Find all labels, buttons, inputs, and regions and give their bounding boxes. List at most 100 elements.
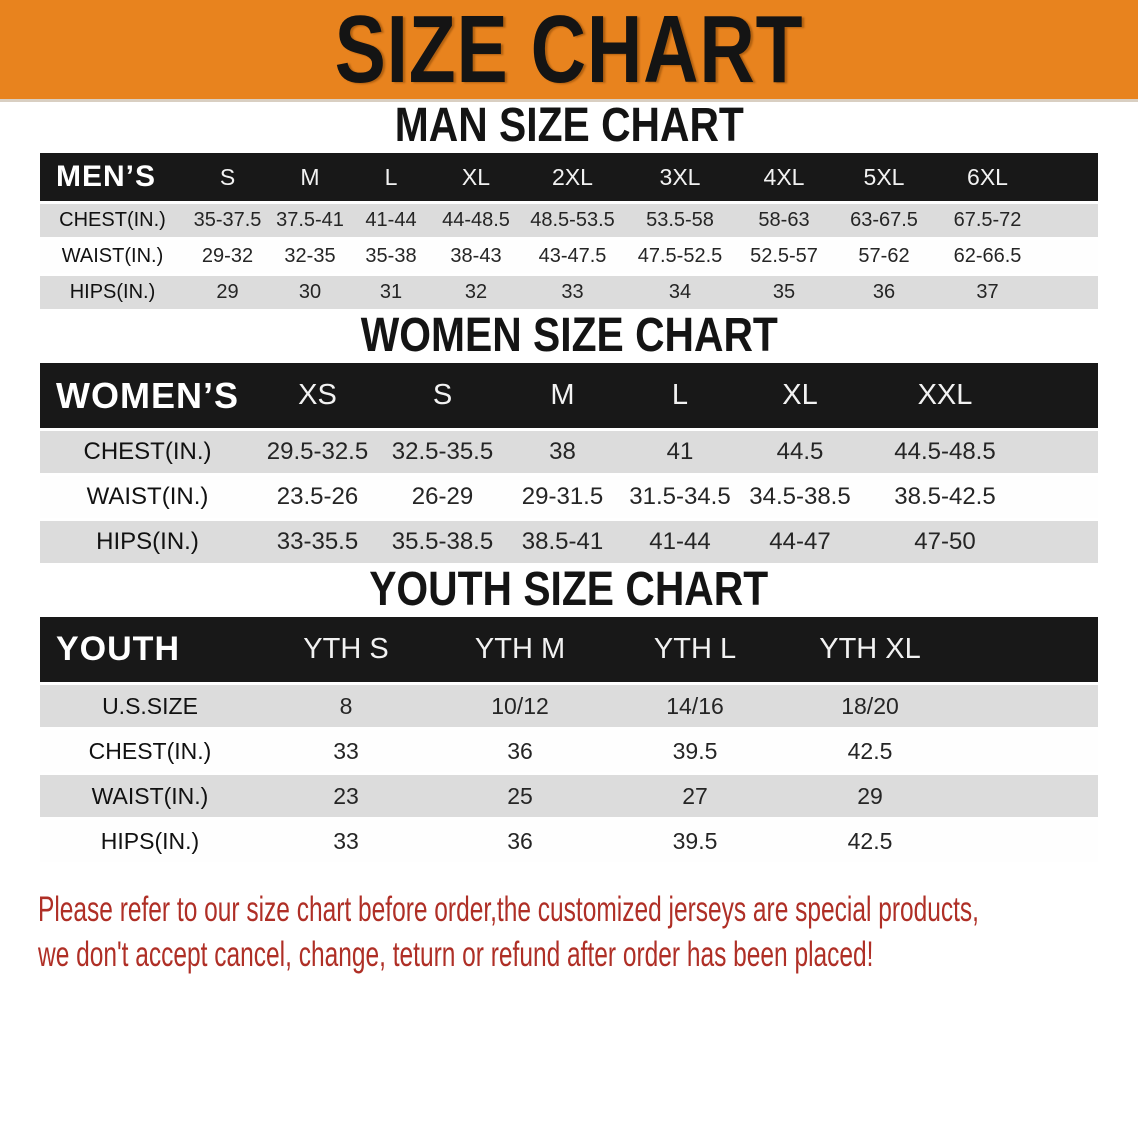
spacer-cell bbox=[1030, 363, 1098, 428]
women-waist-value: 34.5-38.5 bbox=[749, 483, 851, 510]
men-hips-value: 32 bbox=[464, 281, 488, 303]
men-chest-value: 35-37.5 bbox=[193, 209, 262, 231]
men-size-column-header: XL bbox=[461, 163, 491, 190]
women-chest-value: 29.5-32.5 bbox=[266, 438, 369, 465]
men-hips-value: 29 bbox=[216, 281, 239, 303]
spacer-cell bbox=[1030, 476, 1098, 518]
spacer-cell bbox=[958, 685, 1098, 727]
spacer-cell bbox=[1040, 240, 1098, 273]
men-hips-value: 30 bbox=[298, 281, 322, 303]
women-hips-value: 41-44 bbox=[649, 528, 711, 555]
youth-hips-value: 42.5 bbox=[847, 827, 893, 854]
youth-header-row: YOUTH YTH S YTH M YTH L YTH XL bbox=[40, 617, 1098, 682]
youth-size-column-header: YTH L bbox=[653, 633, 737, 665]
men-size-column-header: 2XL bbox=[552, 163, 593, 190]
men-waist-value: 62-66.5 bbox=[953, 245, 1022, 267]
women-hips-value: 47-50 bbox=[914, 528, 976, 555]
women-size-column-header: S bbox=[432, 379, 453, 411]
women-waist-value: 26-29 bbox=[411, 483, 474, 510]
men-size-table: MEN’S S M L XL 2XL 3XL 4XL 5XL 6XL CHEST(IN.) 35… bbox=[40, 150, 1098, 312]
women-hips-value: 35.5-38.5 bbox=[391, 528, 494, 555]
men-chest-value: 48.5-53.5 bbox=[530, 209, 615, 231]
men-size-column-header: 6XL bbox=[967, 163, 1008, 190]
women-section-heading-text: WOMEN SIZE CHART bbox=[360, 309, 778, 362]
spacer-cell bbox=[958, 730, 1098, 772]
men-size-column-header: 3XL bbox=[659, 163, 701, 190]
women-chest-value: 32.5-35.5 bbox=[391, 438, 494, 465]
youth-hips-value: 33 bbox=[333, 827, 359, 854]
spacer-cell bbox=[958, 775, 1098, 817]
youth-size-column-header: YTH XL bbox=[819, 633, 921, 665]
youth-corner-label: YOUTH bbox=[56, 630, 180, 668]
disclaimer-line-2: we don't accept cancel, change, teturn o… bbox=[38, 932, 1138, 977]
spacer-cell bbox=[1030, 431, 1098, 473]
youth-section-heading: YOUTH SIZE CHART bbox=[0, 566, 1138, 614]
women-size-column-header: L bbox=[671, 379, 689, 411]
women-waist-value: 38.5-42.5 bbox=[894, 483, 996, 510]
men-waist-row-label: WAIST(IN.) bbox=[61, 245, 164, 267]
men-hips-value: 31 bbox=[379, 281, 403, 303]
men-chest-value: 37.5-41 bbox=[276, 209, 344, 231]
women-hips-value: 33-35.5 bbox=[276, 528, 359, 555]
men-waist-value: 32-35 bbox=[284, 245, 336, 267]
women-chest-value: 41 bbox=[666, 438, 694, 465]
men-hips-value: 34 bbox=[668, 281, 692, 303]
women-waist-row: WAIST(IN.) 23.5-26 26-29 29-31.5 31.5-34.5 3… bbox=[40, 476, 1098, 518]
men-hips-value: 36 bbox=[872, 281, 896, 303]
men-size-column-header: L bbox=[384, 163, 398, 190]
men-chest-value: 41-44 bbox=[365, 209, 417, 231]
youth-waist-row-label: WAIST(IN.) bbox=[91, 782, 209, 809]
women-size-column-header: XL bbox=[782, 379, 818, 411]
youth-ussize-value: 18/20 bbox=[841, 692, 899, 719]
women-chest-value: 44.5-48.5 bbox=[894, 438, 996, 465]
men-chest-value: 53.5-58 bbox=[646, 209, 714, 231]
men-waist-value: 52.5-57 bbox=[750, 245, 818, 267]
men-chest-row: CHEST(IN.) 35-37.5 37.5-41 41-44 44-48.5 48.… bbox=[40, 204, 1098, 237]
men-section-heading-text: MAN SIZE CHART bbox=[394, 99, 744, 152]
women-hips-row: HIPS(IN.) 33-35.5 35.5-38.5 38.5-41 41-44 44… bbox=[40, 521, 1098, 563]
men-waist-value: 38-43 bbox=[450, 245, 502, 267]
youth-hips-value: 36 bbox=[507, 827, 533, 854]
men-waist-row: WAIST(IN.) 29-32 32-35 35-38 38-43 43-47.5 47… bbox=[40, 240, 1098, 273]
youth-waist-value: 23 bbox=[333, 782, 359, 809]
men-chest-row-label: CHEST(IN.) bbox=[59, 209, 166, 231]
youth-ussize-row-label: U.S.SIZE bbox=[102, 692, 198, 719]
youth-waist-value: 29 bbox=[857, 782, 883, 809]
women-size-table: WOMEN’S XS S M L XL XXL CHEST(IN.) 29.5-32.5 3… bbox=[40, 360, 1098, 566]
youth-chest-row-label: CHEST(IN.) bbox=[88, 737, 212, 764]
youth-chest-value: 39.5 bbox=[672, 737, 718, 764]
women-waist-row-label: WAIST(IN.) bbox=[86, 483, 209, 510]
disclaimer-line-1: Please refer to our size chart before or… bbox=[38, 887, 1138, 932]
men-chest-value: 44-48.5 bbox=[442, 209, 510, 231]
men-chest-value: 63-67.5 bbox=[850, 209, 918, 231]
women-size-column-header: M bbox=[550, 379, 575, 411]
men-hips-value: 37 bbox=[976, 281, 999, 303]
disclaimer-line-1-text: Please refer to our size chart before or… bbox=[38, 890, 979, 929]
youth-size-column-header: YTH S bbox=[303, 633, 389, 665]
men-section-heading: MAN SIZE CHART bbox=[0, 102, 1138, 150]
youth-ussize-row: U.S.SIZE 8 10/12 14/16 18/20 bbox=[40, 685, 1098, 727]
youth-hips-row: HIPS(IN.) 33 36 39.5 42.5 bbox=[40, 820, 1098, 862]
spacer-cell bbox=[1030, 521, 1098, 563]
women-hips-row-label: HIPS(IN.) bbox=[96, 528, 199, 555]
page-title: SIZE CHART bbox=[334, 0, 804, 103]
men-waist-value: 47.5-52.5 bbox=[637, 245, 723, 267]
women-section-heading: WOMEN SIZE CHART bbox=[0, 312, 1138, 360]
men-size-column-header: S bbox=[219, 163, 236, 190]
youth-size-column-header: YTH M bbox=[474, 633, 566, 665]
youth-hips-row-label: HIPS(IN.) bbox=[100, 827, 200, 854]
youth-waist-value: 27 bbox=[682, 782, 708, 809]
youth-ussize-value: 14/16 bbox=[666, 692, 724, 719]
women-chest-row: CHEST(IN.) 29.5-32.5 32.5-35.5 38 41 44.5 44.… bbox=[40, 431, 1098, 473]
youth-chest-value: 42.5 bbox=[847, 737, 893, 764]
men-size-column-header: 5XL bbox=[863, 163, 905, 190]
youth-waist-row: WAIST(IN.) 23 25 27 29 bbox=[40, 775, 1098, 817]
men-hips-row: HIPS(IN.) 29 30 31 32 33 34 35 36 37 bbox=[40, 276, 1098, 309]
women-size-column-header: XXL bbox=[917, 379, 973, 411]
women-chest-value: 38 bbox=[549, 438, 576, 465]
men-size-column-header: M bbox=[300, 163, 320, 190]
women-waist-value: 29-31.5 bbox=[521, 483, 604, 510]
men-chest-value: 67.5-72 bbox=[953, 209, 1022, 231]
women-hips-value: 44-47 bbox=[769, 528, 831, 555]
men-hips-value: 33 bbox=[561, 281, 584, 303]
